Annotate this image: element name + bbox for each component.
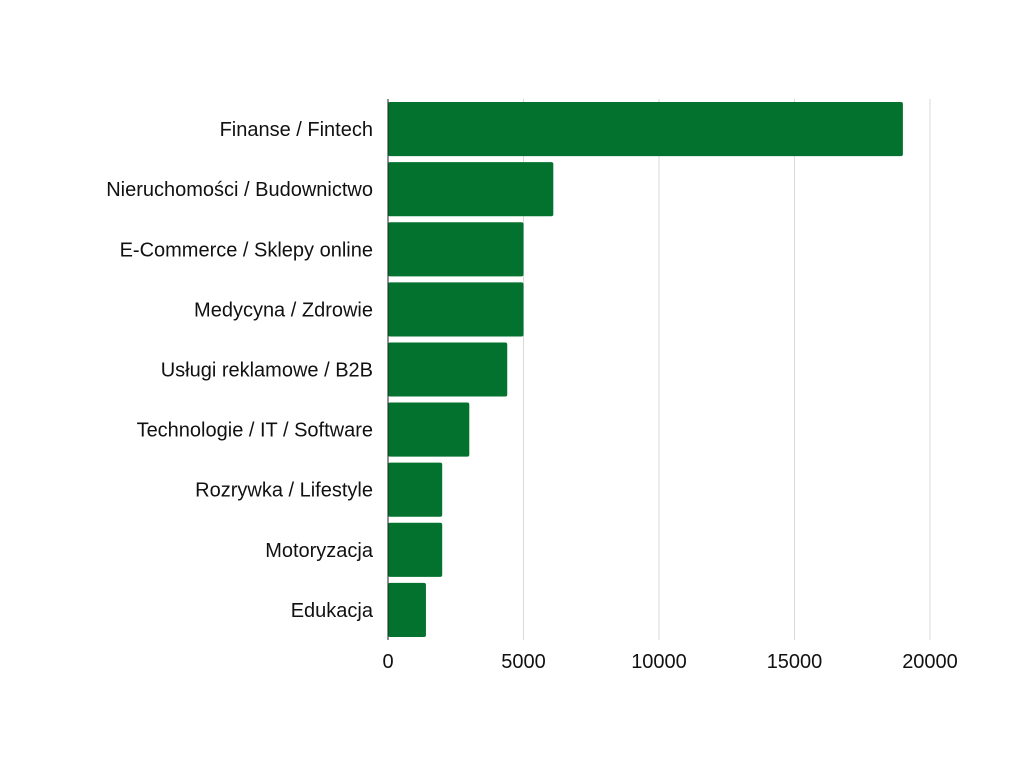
x-tick-label-4: 20000: [902, 651, 958, 673]
bar-1: [388, 162, 554, 217]
x-tick-label-1: 5000: [501, 651, 546, 673]
grid-lines: [523, 99, 931, 640]
x-tick-label-0: 0: [382, 651, 393, 673]
category-label-2: E-Commerce / Sklepy online: [120, 239, 373, 261]
category-label-3: Medycyna / Zdrowie: [194, 299, 373, 321]
bar-4: [388, 342, 508, 397]
category-label-4: Usługi reklamowe / B2B: [161, 360, 373, 382]
category-label-7: Motoryzacja: [265, 540, 374, 562]
bar-7: [388, 522, 443, 577]
category-label-5: Technologie / IT / Software: [137, 420, 373, 442]
category-label-8: Edukacja: [291, 600, 374, 622]
category-labels: Finanse / Fintech Nieruchomości / Budowni…: [106, 119, 374, 622]
bar-5: [388, 402, 470, 457]
x-tick-label-2: 10000: [631, 651, 687, 673]
tick-labels: 0 5000 10000 15000 20000: [382, 651, 957, 673]
bar-3: [388, 282, 524, 337]
bar-2: [388, 222, 524, 277]
category-label-0: Finanse / Fintech: [220, 119, 373, 141]
bar-8: [388, 582, 426, 637]
bar-0: [388, 102, 903, 157]
category-label-1: Nieruchomości / Budownictwo: [106, 179, 373, 201]
x-tick-label-3: 15000: [767, 651, 823, 673]
bars: [388, 102, 903, 637]
bar-6: [388, 462, 443, 517]
category-label-6: Rozrywka / Lifestyle: [195, 480, 373, 502]
